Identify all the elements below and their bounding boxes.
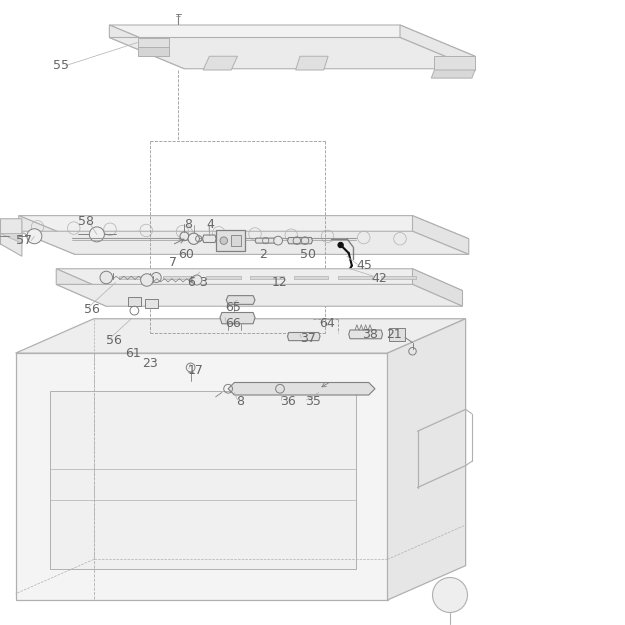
Polygon shape bbox=[226, 296, 255, 304]
Polygon shape bbox=[16, 319, 466, 353]
Polygon shape bbox=[109, 25, 184, 69]
Text: 2: 2 bbox=[259, 248, 268, 261]
Polygon shape bbox=[138, 47, 169, 56]
Polygon shape bbox=[56, 269, 462, 291]
Polygon shape bbox=[412, 269, 462, 306]
Text: 42: 42 bbox=[372, 272, 388, 284]
Polygon shape bbox=[0, 232, 22, 242]
Polygon shape bbox=[255, 238, 276, 243]
Text: 61: 61 bbox=[125, 347, 141, 359]
Circle shape bbox=[188, 233, 199, 244]
Polygon shape bbox=[294, 276, 328, 279]
Circle shape bbox=[89, 227, 104, 242]
Polygon shape bbox=[19, 231, 469, 254]
Circle shape bbox=[151, 272, 161, 282]
Text: 55: 55 bbox=[53, 59, 69, 72]
Text: 57: 57 bbox=[16, 234, 32, 247]
Polygon shape bbox=[19, 216, 75, 254]
Circle shape bbox=[338, 242, 343, 248]
Polygon shape bbox=[434, 56, 475, 70]
Polygon shape bbox=[228, 382, 375, 395]
Text: 64: 64 bbox=[319, 318, 334, 330]
Text: 8: 8 bbox=[236, 395, 244, 408]
Polygon shape bbox=[349, 330, 382, 339]
Text: 12: 12 bbox=[272, 276, 288, 289]
Circle shape bbox=[192, 275, 202, 285]
Circle shape bbox=[180, 232, 189, 241]
Text: 58: 58 bbox=[78, 216, 94, 228]
Text: 50: 50 bbox=[300, 248, 316, 261]
Text: 3: 3 bbox=[199, 276, 207, 289]
Circle shape bbox=[27, 229, 42, 244]
Bar bbox=[145, 299, 158, 308]
Text: 35: 35 bbox=[305, 395, 321, 408]
Text: 17: 17 bbox=[188, 364, 203, 376]
Text: 6: 6 bbox=[188, 276, 196, 289]
Polygon shape bbox=[388, 319, 466, 600]
Polygon shape bbox=[56, 269, 106, 306]
Polygon shape bbox=[216, 230, 245, 251]
Polygon shape bbox=[202, 235, 216, 242]
Text: 21: 21 bbox=[386, 328, 402, 341]
Polygon shape bbox=[431, 70, 475, 78]
Circle shape bbox=[100, 271, 112, 284]
Polygon shape bbox=[288, 332, 320, 341]
Text: 7: 7 bbox=[169, 256, 177, 269]
Text: 65: 65 bbox=[225, 301, 241, 314]
Polygon shape bbox=[250, 276, 284, 279]
Text: 56: 56 bbox=[84, 303, 100, 316]
Polygon shape bbox=[19, 216, 469, 239]
Polygon shape bbox=[119, 276, 153, 279]
Bar bbox=[231, 235, 241, 246]
Polygon shape bbox=[389, 328, 405, 341]
Text: 36: 36 bbox=[280, 395, 296, 408]
Polygon shape bbox=[138, 38, 169, 56]
Polygon shape bbox=[0, 219, 22, 256]
Polygon shape bbox=[288, 238, 312, 244]
Bar bbox=[50, 391, 356, 569]
Polygon shape bbox=[412, 216, 469, 254]
Text: 8: 8 bbox=[184, 219, 192, 231]
Polygon shape bbox=[400, 25, 475, 69]
Text: 66: 66 bbox=[225, 318, 241, 330]
Circle shape bbox=[432, 578, 468, 612]
Polygon shape bbox=[128, 297, 141, 306]
Polygon shape bbox=[338, 276, 372, 279]
Text: 23: 23 bbox=[142, 357, 158, 370]
Text: 37: 37 bbox=[300, 332, 316, 345]
Text: 56: 56 bbox=[106, 334, 122, 347]
Text: 38: 38 bbox=[362, 328, 378, 341]
Polygon shape bbox=[206, 276, 241, 279]
Polygon shape bbox=[381, 276, 416, 279]
Polygon shape bbox=[109, 38, 475, 69]
Polygon shape bbox=[109, 25, 475, 56]
Polygon shape bbox=[296, 56, 328, 70]
Text: 45: 45 bbox=[356, 259, 372, 272]
Polygon shape bbox=[162, 276, 197, 279]
Circle shape bbox=[220, 237, 228, 244]
Polygon shape bbox=[16, 353, 388, 600]
Polygon shape bbox=[203, 56, 238, 70]
Polygon shape bbox=[56, 284, 462, 306]
Circle shape bbox=[274, 236, 282, 245]
Text: 60: 60 bbox=[178, 248, 194, 261]
Text: 4: 4 bbox=[206, 219, 214, 231]
Polygon shape bbox=[220, 312, 255, 324]
Circle shape bbox=[141, 274, 153, 286]
